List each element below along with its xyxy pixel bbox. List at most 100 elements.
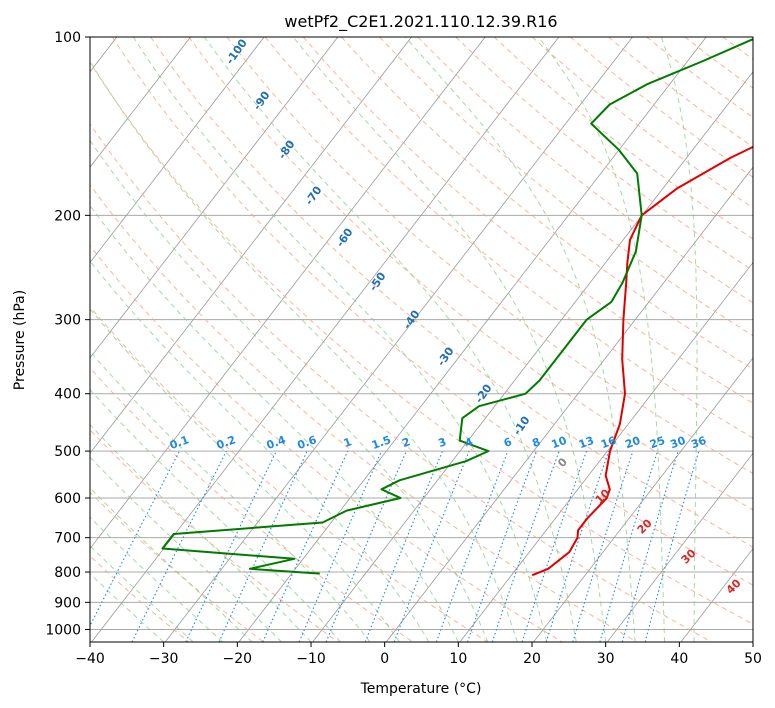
dry-adiabat [417, 37, 753, 304]
mixing-ratio-label: 6 [502, 435, 514, 450]
mixing-ratio-label: 2 [400, 435, 412, 450]
y-tick-label: 300 [54, 313, 81, 329]
dry-adiabat [150, 37, 753, 548]
mixing-ratio-label: 25 [648, 434, 667, 451]
x-tick-label: 0 [380, 651, 389, 667]
dry-adiabat [608, 37, 753, 148]
mixing-ratio-line [364, 450, 444, 642]
isotherm [312, 71, 753, 642]
mixing-ratio-line [466, 450, 538, 642]
mixing-ratio-line [435, 450, 509, 642]
dry-adiabat [379, 37, 753, 337]
dry-adiabat [493, 37, 753, 240]
x-tick-label: −30 [149, 651, 179, 667]
mixing-ratio-label: 0.6 [296, 433, 319, 452]
dry-adiabat [302, 37, 753, 404]
moist-adiabat [90, 308, 400, 642]
mixing-ratio-line [599, 450, 659, 642]
temperature-line [531, 145, 753, 577]
mixing-ratio-line [521, 450, 588, 642]
mixing-ratio-line [393, 450, 470, 642]
dry-adiabat [264, 37, 753, 439]
isotherm [90, 37, 339, 359]
mixing-ratio-label: 0.4 [265, 433, 288, 452]
isotherm [238, 37, 707, 642]
plot-frame [89, 36, 754, 643]
dry-adiabat [90, 123, 712, 642]
y-tick-label: 700 [54, 531, 81, 547]
mixing-ratio-label: 0.2 [215, 433, 238, 452]
moist-adiabat [292, 37, 607, 642]
isotherm [90, 37, 265, 264]
isotherm [606, 452, 753, 642]
y-tick-label: 500 [54, 444, 81, 460]
mixing-ratio-line [545, 450, 610, 642]
y-tick-label: 200 [54, 208, 81, 224]
isotherm [164, 37, 633, 642]
isotherm [90, 37, 191, 168]
y-tick-label: 100 [54, 30, 81, 46]
moist-adiabat [404, 37, 636, 642]
mixing-ratio-line [131, 450, 227, 642]
x-tick-label: −20 [223, 651, 253, 667]
mixing-ratio-label: 20 [623, 434, 642, 452]
moist-adiabat [90, 350, 371, 642]
isotherm [385, 166, 753, 642]
mixing-ratio-label: 13 [577, 434, 596, 451]
y-tick-label: 600 [54, 491, 81, 507]
y-tick-label: 400 [54, 387, 81, 403]
dry-adiabat [90, 184, 638, 642]
isotherm [459, 261, 753, 642]
mixing-ratio-label: 4 [463, 435, 475, 450]
x-tick-label: 20 [523, 651, 541, 667]
mixing-ratio-label: 1.5 [370, 433, 393, 452]
y-tick-label: 800 [54, 565, 81, 581]
mixing-ratio-label: 3 [437, 435, 449, 450]
mixing-ratio-label: 16 [599, 434, 618, 452]
isotherm [90, 37, 412, 454]
mixing-ratio-line [644, 450, 700, 642]
mixing-ratio-line [621, 450, 679, 642]
moist-adiabat [660, 37, 698, 642]
x-tick-label: 50 [744, 651, 762, 667]
x-axis-label: Temperature (°C) [360, 681, 482, 697]
x-tick-label: −10 [296, 651, 326, 667]
dewpoint-line [161, 38, 753, 575]
dry-adiabat [188, 37, 753, 511]
y-tick-label: 1000 [45, 622, 81, 638]
x-tick-label: 10 [449, 651, 467, 667]
x-tick-label: −40 [75, 651, 105, 667]
y-axis-label: Pressure (hPa) [12, 290, 28, 390]
moist-adiabat [90, 423, 312, 642]
x-tick-label: 30 [597, 651, 615, 667]
mixing-ratio-label: 10 [550, 434, 569, 452]
isotherm [91, 37, 560, 642]
moist-adiabat [90, 139, 489, 642]
mixing-ratio-line [572, 450, 634, 642]
isotherm [533, 357, 753, 642]
mixing-ratio-label: 30 [669, 434, 688, 452]
dry-adiabat [112, 37, 753, 586]
isotherm [90, 37, 486, 550]
dry-adiabat [90, 305, 488, 642]
dry-adiabat [90, 245, 563, 642]
mixing-ratio-line [491, 450, 560, 642]
moist-adiabat [90, 388, 341, 642]
moist-adiabat [90, 260, 430, 642]
y-tick-label: 900 [54, 595, 81, 611]
dry-adiabat [90, 61, 753, 625]
moist-adiabat [538, 37, 666, 642]
moist-adiabat [90, 204, 459, 642]
x-tick-label: 40 [670, 651, 688, 667]
dry-adiabat [90, 491, 264, 642]
chart-title: wetPf2_C2E1.2021.110.12.39.R16 [284, 12, 557, 32]
mixing-ratio-line [325, 450, 407, 642]
mixing-ratio-label: 1 [342, 435, 354, 450]
mixing-ratio-label: 0.1 [168, 433, 191, 452]
mixing-ratio-line [262, 450, 349, 642]
mixing-ratio-line [298, 450, 383, 642]
mixing-ratio-label: 36 [689, 434, 708, 452]
mixing-ratio-label: 8 [531, 435, 543, 450]
moist-adiabat [203, 37, 577, 642]
